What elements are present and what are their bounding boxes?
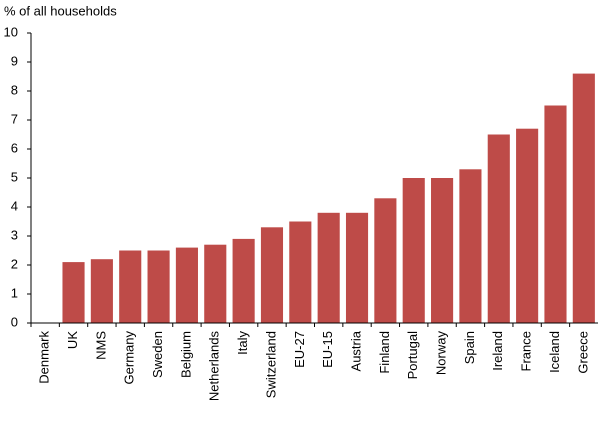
y-tick-label: 1 — [11, 285, 18, 300]
bar — [345, 212, 369, 323]
x-tick-label: Finland — [377, 331, 392, 374]
bar — [62, 262, 85, 323]
y-tick-label: 3 — [11, 227, 18, 242]
bar — [459, 169, 482, 323]
bar — [544, 105, 567, 323]
bar — [317, 212, 340, 323]
x-tick-label: Greece — [575, 331, 590, 374]
x-tick-label: France — [519, 331, 534, 371]
x-tick-label: Netherlands — [207, 331, 222, 402]
bar — [572, 73, 595, 323]
y-tick-label: 0 — [11, 314, 18, 329]
x-tick-label: Portugal — [405, 331, 420, 380]
y-tick-label: 7 — [11, 111, 18, 126]
bar — [402, 178, 425, 323]
x-tick-label: Spain — [462, 331, 477, 364]
bar — [516, 128, 539, 323]
y-tick-label: 8 — [11, 82, 18, 97]
bar — [232, 238, 255, 323]
bar — [289, 221, 312, 323]
y-tick-label: 2 — [11, 256, 18, 271]
bar — [204, 244, 227, 323]
y-axis-label: % of all households — [4, 3, 117, 18]
x-tick-label: Austria — [348, 330, 363, 371]
bar — [260, 227, 284, 323]
x-tick-label: EU-27 — [292, 331, 307, 368]
x-tick-label: Ireland — [490, 331, 505, 371]
x-tick-label: Sweden — [150, 331, 165, 378]
y-tick-label: 9 — [11, 53, 18, 68]
bar — [374, 198, 397, 323]
x-tick-label: Norway — [434, 331, 449, 376]
x-tick-label: Switzerland — [263, 331, 278, 398]
y-tick-label: 6 — [11, 140, 18, 155]
x-tick-label: UK — [65, 331, 80, 349]
bar — [147, 250, 170, 323]
bar — [90, 259, 113, 323]
y-tick-label: 10 — [4, 24, 18, 39]
x-tick-label: Italy — [235, 331, 250, 355]
bar — [119, 250, 142, 323]
x-tick-label: Iceland — [547, 331, 562, 373]
x-tick-label: EU-15 — [320, 331, 335, 368]
bar — [175, 247, 198, 323]
bar — [487, 134, 510, 323]
x-tick-label: NMS — [93, 331, 108, 360]
y-tick-label: 5 — [11, 169, 18, 184]
x-tick-label: Denmark — [37, 331, 52, 384]
x-tick-label: Germany — [122, 331, 137, 385]
x-tick-label: Belgium — [178, 331, 193, 378]
y-tick-label: 4 — [11, 198, 18, 213]
bar — [431, 178, 454, 323]
